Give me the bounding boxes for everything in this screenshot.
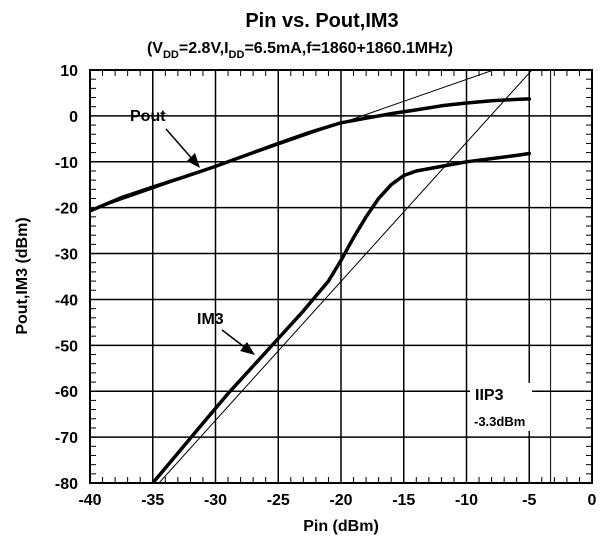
extrapolation-line — [158, 70, 533, 483]
series-line-pout — [90, 97, 532, 213]
im3-leader-arrow — [221, 329, 248, 350]
chart-title: Pin vs. Pout,IM3 — [245, 10, 398, 32]
pout-annotation: Pout — [130, 108, 200, 168]
series-line-im3 — [151, 151, 532, 483]
y-tick-label: -20 — [55, 201, 78, 218]
chart-subtitle: (VDD=2.8V,IDD=6.5mA,f=1860+1860.1MHz) — [147, 40, 453, 61]
y-tick-label: -80 — [55, 476, 78, 493]
x-tick-label: -35 — [141, 492, 164, 509]
iip3-annotation: IIP3 -3.3dBm — [470, 383, 532, 431]
y-axis-label: Pout,IM3 (dBm) — [14, 217, 31, 334]
y-tick-label: 10 — [60, 63, 78, 80]
iip3-value: -3.3dBm — [474, 414, 525, 429]
x-tick-label: -20 — [329, 492, 352, 509]
pout-label: Pout — [130, 108, 166, 125]
pout-leader-arrow — [165, 128, 195, 162]
im3-label: IM3 — [197, 311, 224, 328]
iip3-label-background — [470, 383, 532, 431]
iip3-label: IIP3 — [475, 387, 504, 404]
x-tick-label: 0 — [588, 492, 597, 509]
im3-annotation: IM3 — [197, 311, 255, 355]
y-tick-label: -50 — [55, 338, 78, 355]
x-tick-label: -25 — [267, 492, 290, 509]
im3-arrowhead — [240, 342, 255, 355]
y-tick-label: 0 — [69, 109, 78, 126]
y-tick-label: -40 — [55, 292, 78, 309]
x-tick-label: -5 — [522, 492, 536, 509]
y-tick-label: -70 — [55, 430, 78, 447]
y-tick-label: -30 — [55, 247, 78, 264]
y-tick-label: -60 — [55, 384, 78, 401]
plot-area — [90, 70, 552, 483]
x-tick-label: -40 — [78, 492, 101, 509]
plot-frame — [89, 69, 593, 484]
grid-lines — [90, 70, 592, 483]
x-tick-label: -30 — [204, 492, 227, 509]
pout-arrowhead — [187, 153, 200, 168]
y-tick-label: -10 — [55, 155, 78, 172]
x-tick-label: -10 — [455, 492, 478, 509]
x-tick-label: -15 — [392, 492, 415, 509]
tick-labels: -40 -35 -30 -25 -20 -15 -10 -5 0-80-70-60-50-40-… — [55, 63, 597, 509]
x-axis-label: Pin (dBm) — [303, 518, 379, 535]
